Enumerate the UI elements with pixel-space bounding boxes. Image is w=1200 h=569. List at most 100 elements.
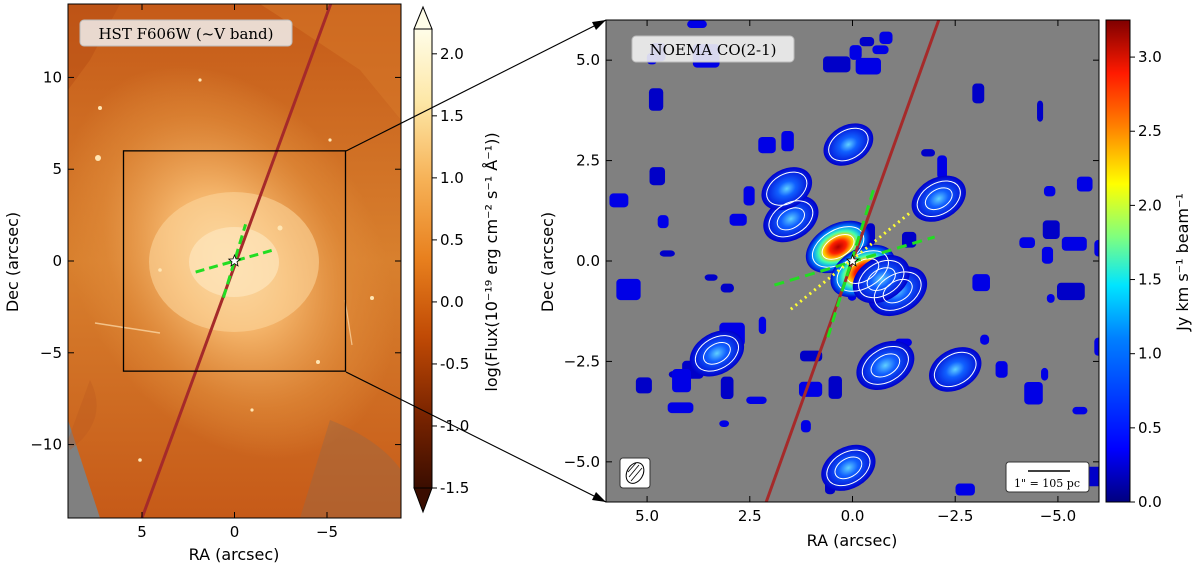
nucleus-star-icon	[845, 253, 860, 267]
contour-line	[933, 351, 977, 388]
contour-line	[916, 180, 961, 218]
scalebar-label: 1" = 105 pc	[1014, 477, 1080, 490]
noise-patch	[872, 45, 889, 55]
hst-xtick-label: 5	[137, 523, 147, 541]
noise-patch	[720, 376, 734, 399]
hst-colorbar-tick-label: 1.0	[440, 169, 464, 187]
noema-xtick-label: 2.5	[738, 507, 762, 525]
noema-axis-ticks: 5.0 2.5 0.0 −2.5 −5.0 5.0 2.5 0.0 −2.5 −5.0	[564, 20, 1099, 525]
noema-ylabel: Dec (arcsec)	[538, 212, 557, 312]
noise-patch	[1061, 236, 1087, 251]
noise-patch	[1041, 367, 1049, 381]
noise-patch	[1019, 237, 1036, 249]
co-emission-blob	[821, 444, 876, 491]
noema-ytick-label: −2.5	[564, 352, 600, 370]
connector-line-top	[345, 19, 607, 152]
co-emission-blob	[856, 340, 915, 391]
noise-patch	[743, 186, 755, 206]
hst-colorbar-tick-label: 2.0	[440, 45, 464, 63]
noema-ytick-label: 5.0	[576, 51, 600, 69]
contour-line	[858, 259, 905, 299]
noema-colorbar-tick-label: 1.5	[1138, 271, 1162, 289]
hst-ytick-label: 0	[52, 252, 62, 270]
noise-patch	[1056, 282, 1085, 301]
noise-patch	[955, 483, 975, 496]
noise-patch	[937, 155, 947, 180]
arrowhead-icon	[592, 20, 606, 30]
noise-patch	[855, 57, 881, 75]
arrowhead-icon	[592, 492, 606, 502]
noise-patch	[798, 381, 823, 397]
noise-patch	[659, 250, 675, 257]
dotted-line	[789, 211, 911, 311]
noema-title-box: NOEMA CO(2-1)	[631, 35, 795, 63]
noema-colorbar-tick-label: 0.5	[1138, 419, 1162, 437]
hst-colorbar-tick-label: 1.5	[440, 107, 464, 125]
noise-patch	[758, 316, 767, 335]
zoom-box	[122, 150, 347, 372]
noema-ytick-label: −5.0	[564, 453, 600, 471]
noema-colorbar-tick-label: 1.0	[1138, 345, 1162, 363]
hst-panel: 5 0 −5 10 5 0 −5 −10 HST F606W (~V band) RA (ar…	[3, 3, 402, 564]
noise-patch	[1094, 337, 1099, 356]
noise-patch	[921, 149, 936, 157]
noise-patch	[1072, 406, 1088, 415]
noema-xtick-label: 0.0	[841, 507, 865, 525]
noise-patch	[980, 334, 990, 345]
co-emission-blob	[689, 330, 745, 377]
noise-patch	[823, 56, 851, 73]
beam-ellipse-icon	[625, 462, 645, 484]
co-emission-blob	[823, 123, 874, 166]
co-emission-blob	[761, 167, 813, 211]
noise-patch	[1094, 239, 1099, 257]
hst-panel-title: HST F606W (~V band)	[98, 25, 273, 43]
noise-patch	[649, 167, 666, 186]
hst-colorbar-tick-label: -0.5	[440, 355, 469, 373]
noise-patch	[687, 20, 707, 28]
noise-patch	[657, 215, 669, 229]
contour-line	[776, 207, 805, 231]
noise-patch	[672, 368, 692, 393]
hst-title-box: HST F606W (~V band)	[79, 19, 293, 47]
contour-line	[826, 449, 871, 487]
noise-patch	[667, 402, 694, 414]
noema-panel: 1" = 105 pc 5.0 2.5 0.0 −2.5 −5.0 5.0 2.5 0.0 −2…	[538, 19, 1100, 550]
noema-colorbar-gradient	[1105, 19, 1131, 503]
noema-ytick-label: 0.0	[576, 252, 600, 270]
noema-colorbar-tick-label: 2.5	[1138, 122, 1162, 140]
co-emission-blob	[911, 175, 966, 222]
contour-line	[866, 267, 896, 291]
hst-ylabel: Dec (arcsec)	[3, 212, 22, 312]
hst-image	[68, 4, 401, 518]
hst-colorbar-tick-label: -1.5	[440, 479, 469, 497]
co-emission-blob	[852, 254, 910, 304]
noema-xtick-label: −5.0	[1040, 507, 1076, 525]
contour-line	[873, 271, 922, 311]
noema-colorbar-tick-label: 2.0	[1138, 196, 1162, 214]
noise-patch	[719, 420, 730, 427]
noema-xlabel: RA (arcsec)	[807, 531, 898, 550]
colorbar-extend-bottom	[413, 487, 433, 514]
noise-patch	[859, 36, 875, 47]
noise-patch	[995, 361, 1008, 378]
contour-line	[828, 127, 869, 162]
contour-line	[821, 234, 855, 260]
noise-patch	[1037, 100, 1044, 122]
contours	[694, 127, 977, 487]
noise-patch	[1042, 220, 1060, 240]
co-emission	[689, 123, 982, 491]
noema-colorbar-tick-label: 0.0	[1138, 493, 1162, 511]
noema-image: 1" = 105 pc	[606, 20, 1099, 502]
colorbar-extend-top	[413, 5, 433, 30]
noema-xtick-label: −2.5	[937, 507, 973, 525]
noise-patch	[828, 376, 842, 399]
noise-patch	[758, 136, 776, 154]
contour-line	[870, 353, 901, 378]
hst-xtick-label: 0	[230, 523, 240, 541]
hst-colorbar-label: log(Flux(10⁻¹⁹ erg cm⁻² s⁻¹ Å⁻¹))	[482, 132, 501, 391]
contour-line	[766, 171, 808, 206]
noema-colorbar-label: Jy km s⁻¹ beam⁻¹	[1173, 193, 1192, 332]
hst-ytick-label: 10	[43, 68, 62, 86]
noise-patch	[729, 213, 747, 226]
